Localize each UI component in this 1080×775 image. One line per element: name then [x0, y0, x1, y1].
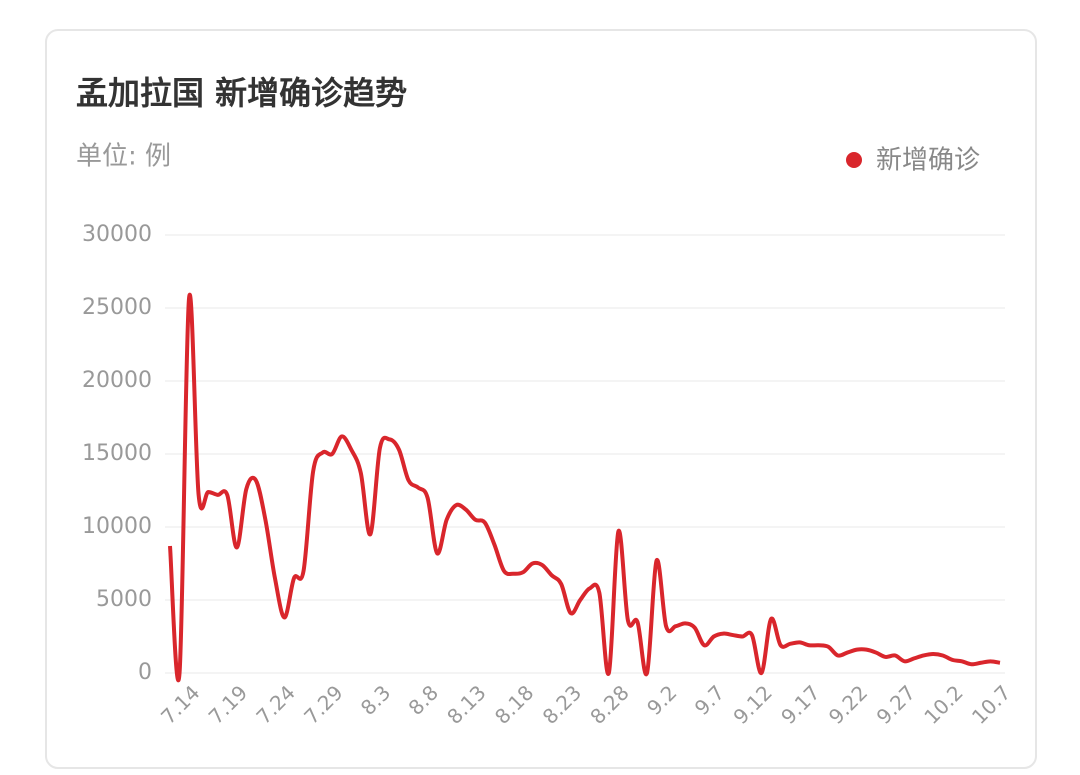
y-tick-label: 25000 [82, 295, 152, 320]
legend-marker [846, 152, 862, 168]
y-tick-label: 20000 [82, 368, 152, 393]
y-tick-label: 0 [138, 660, 152, 685]
y-tick-label: 10000 [82, 514, 152, 539]
legend-label: 新增确诊 [876, 146, 980, 176]
y-tick-label: 15000 [82, 441, 152, 466]
y-tick-label: 30000 [82, 222, 152, 247]
chart-title: 孟加拉国 新增确诊趋势 [76, 74, 407, 112]
y-tick-label: 5000 [96, 587, 152, 612]
series-line [168, 292, 1001, 683]
subtitle: 单位: 例 [76, 142, 171, 172]
